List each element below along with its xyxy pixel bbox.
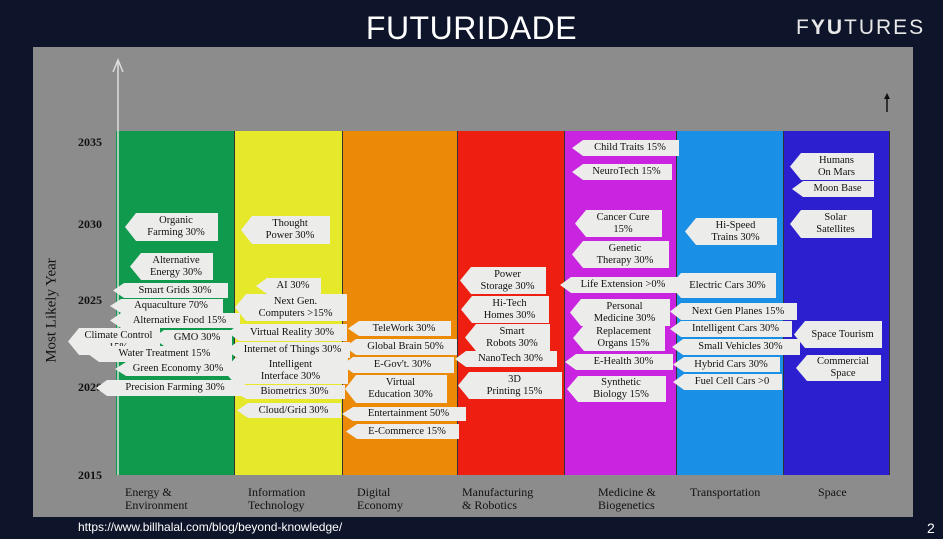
year-tick: 2035 bbox=[78, 135, 102, 149]
technology-label: Cancer Cure 15% bbox=[575, 210, 662, 237]
technology-label: NeuroTech 15% bbox=[572, 164, 672, 180]
year-tick: 2015 bbox=[78, 468, 102, 482]
year-tick: 2025 bbox=[78, 293, 102, 307]
page-number: 2 bbox=[927, 520, 935, 536]
technology-label: Space Tourism bbox=[794, 321, 882, 348]
technology-label: Biometrics 30% bbox=[235, 385, 345, 399]
arrow-up-icon bbox=[884, 93, 890, 99]
technology-label: Green Economy 30% bbox=[115, 362, 232, 376]
technology-label: Hi-Speed Trains 30% bbox=[685, 218, 777, 245]
technology-label: Small Vehicles 30% bbox=[672, 339, 800, 355]
technology-label: E-Gov't. 30% bbox=[342, 357, 454, 373]
technology-label: Internet of Things 30% bbox=[226, 342, 350, 358]
technology-label: Life Extension >0% bbox=[560, 277, 677, 293]
technology-label: TeleWork 30% bbox=[348, 321, 451, 336]
technology-label: Alternative Energy 30% bbox=[130, 253, 213, 280]
technology-label: Child Traits 15% bbox=[572, 140, 679, 156]
category-label: Space bbox=[818, 485, 847, 499]
technology-label: Organic Farming 30% bbox=[125, 213, 218, 241]
technology-label: Hybrid Cars 30% bbox=[673, 357, 780, 372]
technology-label: Intelligent Cars 30% bbox=[670, 321, 792, 337]
technology-label: Entertainment 50% bbox=[342, 407, 466, 421]
technology-label: Power Storage 30% bbox=[460, 267, 546, 294]
footer-url[interactable]: https://www.billhalal.com/blog/beyond-kn… bbox=[78, 520, 343, 534]
technology-label: Humans On Mars bbox=[790, 153, 874, 180]
technology-label: Next Gen. Computers >15% bbox=[235, 294, 347, 321]
technology-label: Precision Farming 30% bbox=[96, 380, 245, 396]
technology-label: Thought Power 30% bbox=[241, 216, 330, 244]
technology-label: Commercial Space bbox=[796, 355, 881, 381]
technology-label: Fuel Cell Cars >0 bbox=[673, 374, 782, 390]
technology-label: Electric Cars 30% bbox=[670, 273, 776, 298]
technology-label: Replacement Organs 15% bbox=[573, 325, 665, 351]
technology-label: Virtual Reality 30% bbox=[228, 324, 347, 341]
year-tick: 2030 bbox=[78, 217, 102, 231]
technology-label: E-Health 30% bbox=[565, 354, 673, 370]
technology-label: Solar Satellites bbox=[790, 210, 872, 238]
technology-label: Next Gen Planes 15% bbox=[670, 303, 797, 320]
technology-label: Virtual Education 30% bbox=[345, 375, 447, 403]
technology-label: AI 30% bbox=[256, 278, 321, 294]
category-label: Manufacturing & Robotics bbox=[462, 485, 534, 512]
technology-label: Genetic Therapy 30% bbox=[572, 241, 669, 268]
technology-label: Global Brain 50% bbox=[345, 339, 457, 355]
logo: FYUTURES bbox=[796, 16, 926, 39]
technology-label: Alternative Food 15% bbox=[110, 313, 240, 328]
technology-label: Smart Grids 30% bbox=[113, 283, 228, 298]
technology-label: GMO 30% bbox=[153, 330, 232, 346]
technology-label: Intelligent Interface 30% bbox=[224, 358, 348, 384]
category-label: Transportation bbox=[690, 485, 761, 499]
technology-label: Hi-Tech Homes 30% bbox=[461, 296, 549, 323]
category-label: Energy & Environment bbox=[125, 485, 188, 512]
technology-label: 3D Printing 15% bbox=[458, 372, 562, 399]
technology-label: Water Treatment 15% bbox=[88, 346, 232, 362]
y-axis-label: Most Likely Year bbox=[43, 258, 60, 363]
category-label: Medicine & Biogenetics bbox=[598, 485, 656, 512]
technology-label: Cloud/Grid 30% bbox=[237, 403, 341, 418]
technology-label: Synthetic Biology 15% bbox=[567, 376, 666, 402]
category-label: Digital Economy bbox=[357, 485, 403, 512]
technology-label: Personal Medicine 30% bbox=[570, 299, 670, 326]
arrow-up-icon bbox=[112, 58, 124, 73]
technology-label: E-Commerce 15% bbox=[346, 424, 459, 439]
slide-title: FUTURIDADE bbox=[365, 10, 578, 46]
year-tick: 2020 bbox=[78, 380, 102, 394]
technology-label: Aquaculture 70% bbox=[110, 299, 223, 313]
technology-label: Smart Robots 30% bbox=[465, 324, 550, 351]
category-label: Information Technology bbox=[248, 485, 306, 512]
technology-label: NanoTech 30% bbox=[455, 351, 557, 367]
technology-label: Moon Base bbox=[792, 181, 874, 197]
